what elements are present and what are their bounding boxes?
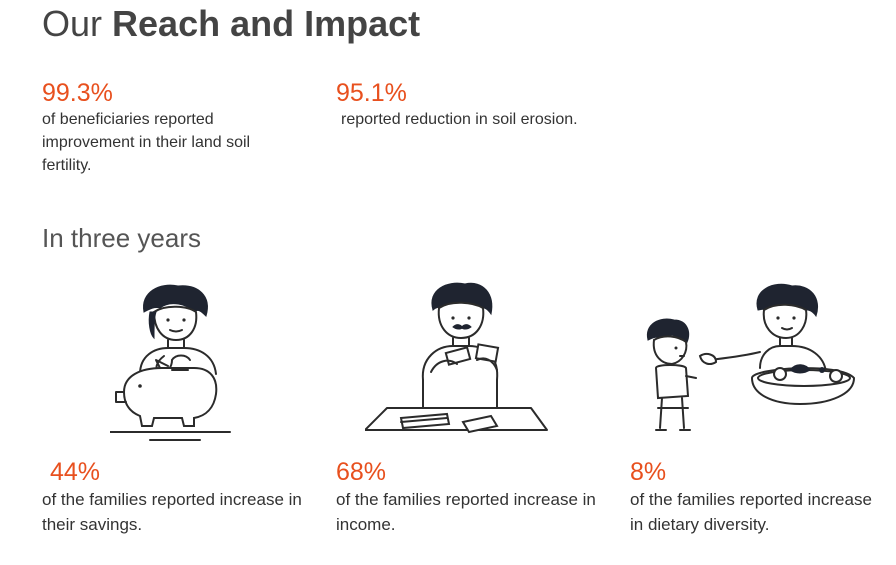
title-light: Our	[42, 3, 103, 44]
stat-percent: 95.1%	[336, 79, 407, 107]
stat-percent: 8%	[630, 458, 667, 486]
man-counting-money-icon	[365, 280, 555, 440]
stat-description: of the families reported increase in die…	[630, 490, 872, 534]
section-subtitle: In three years	[42, 223, 201, 253]
stat-description: of the families reported increase in the…	[42, 490, 302, 534]
stat-description: of the families reported increase in inc…	[336, 490, 596, 534]
woman-feeding-child-icon	[640, 282, 880, 452]
stat-soil-erosion: 95.1% reported reduction in soil erosion…	[336, 78, 636, 131]
stat-soil-fertility: 99.3% of beneficiaries reported improvem…	[42, 78, 292, 177]
woman-with-piggy-bank-icon	[110, 282, 250, 442]
stat-description: reported reduction in soil erosion.	[341, 111, 578, 128]
stat-percent: 68%	[336, 458, 387, 486]
stat-percent: 44%	[50, 458, 101, 486]
stat-description: of beneficiaries reported improvement in…	[42, 111, 251, 174]
stat-dietary-diversity: 8% of the families reported increase in …	[630, 457, 880, 537]
stat-percent: 99.3%	[42, 79, 113, 107]
stat-income: 68% of the families reported increase in…	[336, 457, 596, 537]
title-bold: Reach and Impact	[112, 3, 421, 44]
page-title: Our Reach and Impact	[42, 2, 420, 46]
stat-savings: 44% of the families reported increase in…	[42, 457, 302, 537]
